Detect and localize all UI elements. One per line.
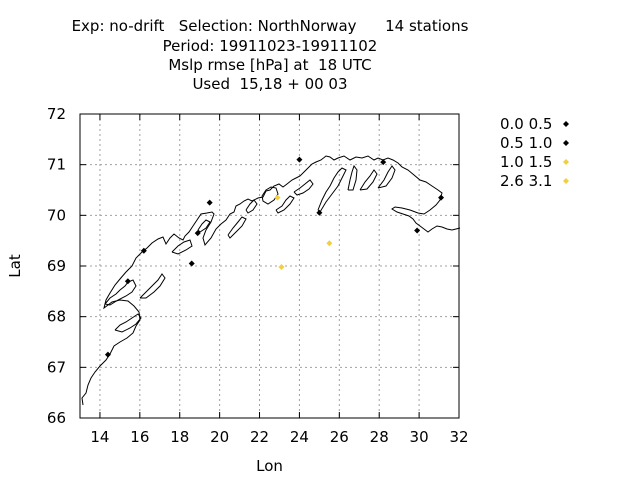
data-point <box>316 209 323 216</box>
legend-label: 2.6 3.1 <box>500 172 552 190</box>
data-point <box>278 264 285 271</box>
x-tick-label: 30 <box>410 428 429 446</box>
chart-title-line-4: Used 15,18 + 00 03 <box>192 75 348 93</box>
x-tick-label: 26 <box>330 428 349 446</box>
data-point <box>140 247 147 254</box>
x-tick-label: 14 <box>90 428 109 446</box>
legend-marker <box>563 121 569 127</box>
y-tick-label: 70 <box>47 206 66 224</box>
data-point <box>194 230 201 237</box>
data-point <box>124 278 131 285</box>
y-tick-label: 66 <box>47 409 66 427</box>
data-point <box>414 227 421 234</box>
data-points <box>104 156 445 358</box>
x-axis-label: Lon <box>256 457 283 475</box>
data-point <box>326 240 333 247</box>
data-point <box>438 194 445 201</box>
axes: 14 16 18 20 22 24 26 28 30 32 66 67 68 69 70 71 72 Lon Lat <box>6 105 469 475</box>
x-tick-label: 16 <box>130 428 149 446</box>
legend: 0.0 0.50.5 1.01.0 1.52.6 3.1 <box>500 115 569 190</box>
x-tick-label: 24 <box>290 428 309 446</box>
x-tick-label: 20 <box>210 428 229 446</box>
grid <box>80 114 459 418</box>
data-point <box>206 199 213 206</box>
coastline-map <box>81 155 461 406</box>
x-tick-label: 18 <box>170 428 189 446</box>
y-axis-label: Lat <box>6 254 24 278</box>
y-tick-label: 72 <box>47 105 66 123</box>
data-point <box>104 351 111 358</box>
data-point <box>296 156 303 163</box>
chart-title-line-1: Exp: no-drift Selection: NorthNorway 14 … <box>71 17 469 35</box>
legend-label: 1.0 1.5 <box>500 153 552 171</box>
plot-frame <box>79 113 460 419</box>
chart-title-line-2: Period: 19911023-19911102 <box>162 37 378 55</box>
y-tick-label: 71 <box>47 156 66 174</box>
legend-label: 0.5 1.0 <box>500 134 552 152</box>
data-point <box>188 260 195 267</box>
x-tick-label: 28 <box>370 428 389 446</box>
legend-marker <box>563 140 569 146</box>
y-tick-label: 67 <box>47 358 66 376</box>
data-point <box>274 194 281 201</box>
data-point <box>380 159 387 166</box>
y-tick-label: 68 <box>47 308 66 326</box>
x-tick-label: 32 <box>449 428 468 446</box>
legend-marker <box>563 159 569 165</box>
legend-marker <box>563 178 569 184</box>
chart-title-line-3: Mslp rmse [hPa] at 18 UTC <box>168 56 372 74</box>
legend-label: 0.0 0.5 <box>500 115 552 133</box>
y-tick-label: 69 <box>47 257 66 275</box>
x-tick-label: 22 <box>250 428 269 446</box>
